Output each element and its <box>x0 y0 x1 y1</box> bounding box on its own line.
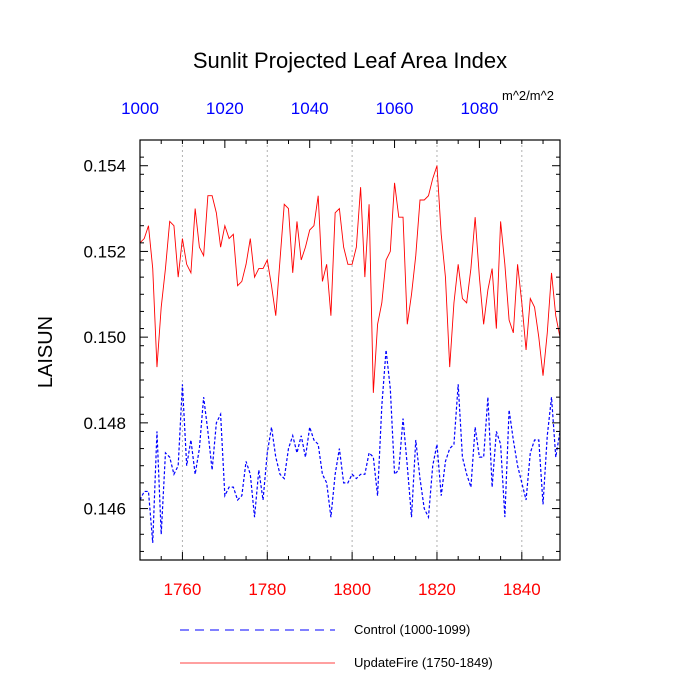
y-tick-label-0.152: 0.152 <box>83 242 126 261</box>
x-bottom-tick-label-1840: 1840 <box>503 580 541 599</box>
legend-label-control: Control (1000-1099) <box>354 622 470 637</box>
x-top-tick-label-1020: 1020 <box>206 99 244 118</box>
plot-frame <box>139 139 561 561</box>
x-top-tick-label-1000: 1000 <box>121 99 159 118</box>
series-line-updatefire <box>139 165 561 393</box>
units-label: m^2/m^2 <box>502 88 554 103</box>
grid-lines <box>181 140 523 560</box>
x-top-tick-label-1040: 1040 <box>291 99 329 118</box>
x-bottom-tick-label-1800: 1800 <box>333 580 371 599</box>
y-tick-label-0.150: 0.150 <box>83 328 126 347</box>
x-bottom-tick-label-1760: 1760 <box>164 580 202 599</box>
legend: Control (1000-1099) UpdateFire (1750-184… <box>180 622 493 670</box>
y-axis-label: LAISUN <box>35 316 57 388</box>
legend-label-updatefire: UpdateFire (1750-1849) <box>354 655 493 670</box>
x-bottom-tick-label-1780: 1780 <box>248 580 286 599</box>
y-tick-label-0.148: 0.148 <box>83 414 126 433</box>
x-top-tick-label-1080: 1080 <box>460 99 498 118</box>
x-top-tick-label-1060: 1060 <box>376 99 414 118</box>
series-line-control <box>139 349 561 543</box>
x-bottom-tick-label-1820: 1820 <box>418 580 456 599</box>
axes: 1760 1780 1800 1820 1840 1000 1020 1040 1060 1080… <box>83 99 560 599</box>
series-lines <box>139 165 561 543</box>
y-tick-label-0.146: 0.146 <box>83 500 126 519</box>
chart-title: Sunlit Projected Leaf Area Index <box>193 48 507 73</box>
y-tick-label-0.154: 0.154 <box>83 157 126 176</box>
